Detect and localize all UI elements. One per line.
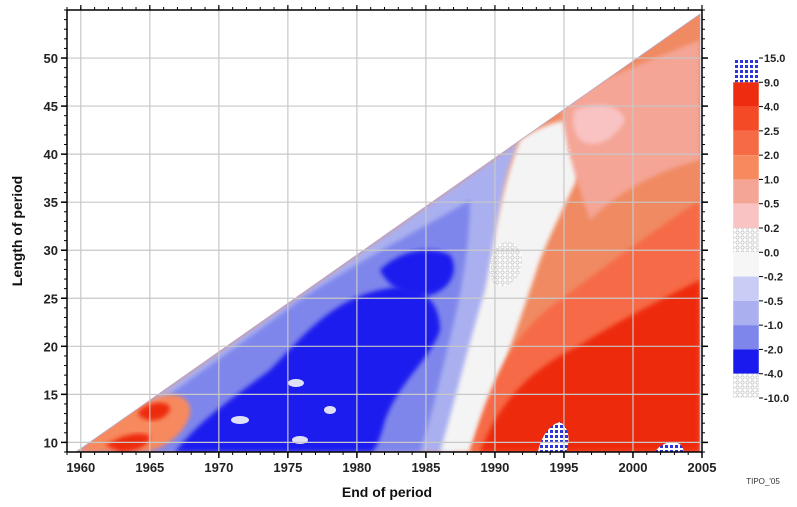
x-tick-label: 1995 [549, 460, 578, 475]
transition-band [440, 117, 600, 452]
x-tick-label: 1980 [342, 460, 371, 475]
legend-label: 1.0 [764, 174, 779, 186]
legend-swatch [733, 325, 759, 350]
x-axis: 1960 1965 1970 1975 1980 1985 1990 1995 2000 2005 [66, 5, 716, 475]
cool-region-core [175, 287, 440, 452]
color-legend: 15.0 9.0 4.0 2.5 2.0 1.0 0.5 0.2 0.0 -0.2 -0.5 -1.0… [732, 53, 789, 405]
cool-region-core-2 [380, 250, 454, 296]
early-warm-spot [138, 402, 170, 421]
legend-label: -2.0 [764, 344, 783, 356]
legend-swatch [733, 179, 759, 204]
x-tick-label: 1960 [66, 460, 95, 475]
x-axis-title: End of period [342, 484, 432, 500]
y-tick-label: 40 [44, 147, 58, 162]
legend-swatch [733, 228, 759, 253]
legend-label: 15.0 [764, 53, 785, 65]
blue-speckle-1995 [538, 422, 569, 452]
legend-label: 2.5 [764, 126, 779, 138]
grid-lines [67, 10, 703, 452]
y-tick-label: 10 [44, 435, 58, 450]
legend-swatch [733, 58, 759, 83]
pale-spot-c [324, 406, 336, 414]
y-axis: 10 15 20 25 30 35 40 45 50 [44, 9, 708, 453]
y-tick-label: 30 [44, 243, 58, 258]
legend-label: -4.0 [764, 369, 783, 381]
blue-speckle-2003 [655, 442, 684, 452]
pale-spot-b [231, 416, 249, 424]
warm-region-hottest [480, 280, 700, 452]
x-tick-label: 1975 [273, 460, 302, 475]
transition-hatch [489, 241, 522, 287]
x-tick-label: 1990 [480, 460, 509, 475]
legend-swatch [733, 82, 759, 107]
legend-swatch [733, 276, 759, 301]
legend-label: -0.5 [764, 296, 783, 308]
y-tick-label: 35 [44, 195, 58, 210]
y-tick-label: 15 [44, 387, 58, 402]
data-domain-outline [75, 13, 701, 452]
x-tick-label: 2005 [688, 460, 717, 475]
y-tick-label: 20 [44, 339, 58, 354]
y-tick-label: 25 [44, 291, 58, 306]
y-tick-label: 50 [44, 51, 58, 66]
legend-swatch [733, 252, 759, 277]
legend-swatch [733, 203, 759, 228]
legend-label: 4.0 [764, 102, 779, 114]
legend-label: 0.2 [764, 223, 779, 235]
x-tick-label: 1985 [411, 460, 440, 475]
x-tick-label: 2000 [619, 460, 648, 475]
x-tick-label: 1965 [135, 460, 164, 475]
legend-swatch [733, 373, 759, 398]
legend-swatch [733, 130, 759, 156]
credit-note: TIPO_'05 [746, 477, 780, 486]
x-tick-label: 1970 [204, 460, 233, 475]
y-tick-label: 45 [44, 99, 58, 114]
warm-region-light [573, 104, 625, 144]
y-axis-title: Length of period [9, 176, 25, 286]
legend-swatch [733, 349, 759, 374]
pale-spot-a [288, 379, 304, 387]
legend-label: -10.0 [764, 393, 789, 405]
legend-label: 0.0 [764, 247, 779, 259]
legend-label: 0.5 [764, 199, 779, 211]
legend-label: -0.2 [764, 272, 783, 284]
legend-label: 9.0 [764, 77, 779, 89]
legend-label: -1.0 [764, 320, 783, 332]
legend-swatch [733, 106, 759, 131]
legend-swatch [733, 155, 759, 180]
legend-label: 2.0 [764, 150, 779, 162]
legend-swatch [733, 300, 759, 326]
